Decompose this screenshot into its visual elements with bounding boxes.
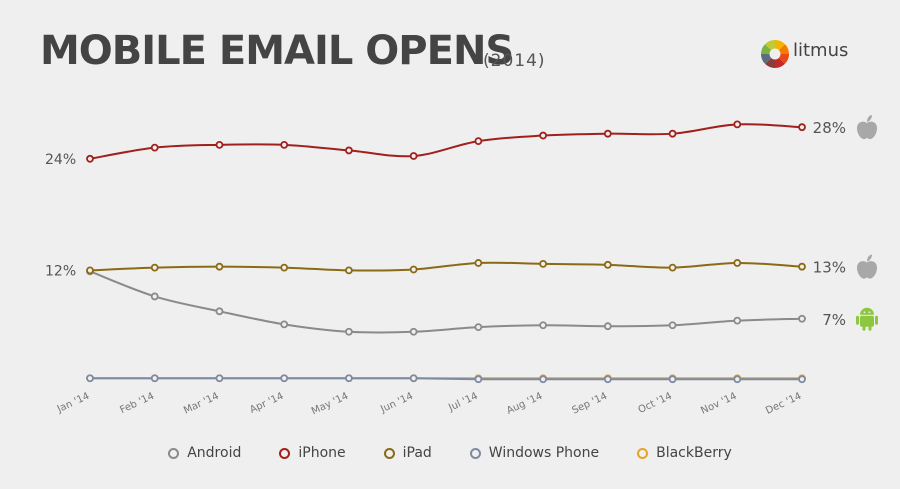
data-point [345,266,353,275]
data-point [215,140,224,149]
legend-label: iPhone [298,445,346,461]
x-tick-label: Jun '14 [378,391,415,416]
data-point [345,146,353,155]
data-point [603,375,612,384]
data-point [474,375,483,384]
data-point [733,259,742,267]
x-tick-label: Dec '14 [764,391,803,417]
data-point [539,131,547,140]
data-point [409,327,418,336]
legend-marker [637,447,649,459]
apple-icon [857,254,877,279]
legend-item-windows-phone: Windows Phone [469,445,600,461]
apple-icon [857,115,877,140]
data-point [280,263,289,272]
data-point [409,265,418,274]
x-tick-label: Oct '14 [637,391,674,416]
series-android [86,267,806,336]
x-tick-label: Aug '14 [505,391,544,417]
data-point [86,266,94,275]
brand-name: litmus [793,40,849,61]
data-point [150,263,159,272]
legend-marker [469,447,481,459]
legend-label: Windows Phone [488,445,600,461]
litmus-logo [761,40,789,68]
data-point [150,374,159,383]
data-point [539,321,547,330]
data-point [798,314,806,323]
data-point [474,137,483,146]
data-point [539,375,547,384]
end-value-label: 28% [813,119,846,137]
data-point [215,374,224,383]
data-point [668,129,677,138]
data-point [603,129,612,138]
data-point [798,262,806,271]
data-point [86,154,94,163]
data-point [280,140,289,149]
x-tick-label: Jul '14 [446,391,479,414]
data-point [798,123,806,132]
data-point [668,263,677,272]
legend-item-iphone: iPhone [279,445,346,461]
x-tick-label: May '14 [310,391,350,418]
legend-marker [383,447,395,459]
data-point [86,374,94,383]
data-point [603,260,612,269]
series-iphone [86,120,806,163]
data-point [668,321,677,330]
data-point [150,292,159,301]
data-point [668,375,677,384]
data-point [539,259,547,268]
data-point [345,327,353,336]
legend-marker [168,447,180,459]
data-point [798,375,806,384]
series-ipad [86,259,806,275]
end-value-label: 7% [822,311,846,329]
chart-legend: Android iPhone iPad Windows Phone BlackBerry [0,445,900,461]
x-tick-label: Nov '14 [699,391,738,417]
x-tick-label: Mar '14 [182,391,221,417]
series-windows-phone [86,374,806,384]
legend-label: BlackBerry [656,445,732,461]
data-point [215,307,224,316]
data-point [345,374,353,383]
x-tick-label: Apr '14 [248,391,285,416]
data-point [280,320,289,329]
x-tick-label: Feb '14 [118,391,156,416]
y-tick-label: 12% [45,263,76,279]
legend-label: iPad [402,445,432,461]
series-line-windows-phone [89,377,802,381]
x-tick-label: Jan '14 [55,391,91,416]
y-tick-label: 24% [45,152,76,168]
series-line-android [89,270,803,334]
series-line-iphone [89,123,803,160]
legend-item-android: Android [168,445,241,461]
legend-item-ipad: iPad [383,445,432,461]
end-value-label: 13% [813,259,846,277]
data-point [409,374,418,383]
data-point [603,322,612,331]
data-point [474,259,483,267]
data-point [733,316,742,325]
data-point [409,152,418,160]
data-point [733,375,742,384]
data-point [280,374,289,383]
data-point [733,120,742,129]
legend-item-blackberry: BlackBerry [637,445,732,461]
chart-title: MOBILE EMAIL OPENS [40,28,514,74]
x-tick-label: Sep '14 [570,391,609,417]
series-line-ipad [89,261,803,272]
legend-label: Android [187,445,242,461]
data-point [474,323,483,332]
data-point [150,143,159,152]
data-point [215,262,224,271]
android-icon [856,307,878,331]
chart-subtitle: (2014) [483,51,546,71]
legend-marker [279,447,291,459]
